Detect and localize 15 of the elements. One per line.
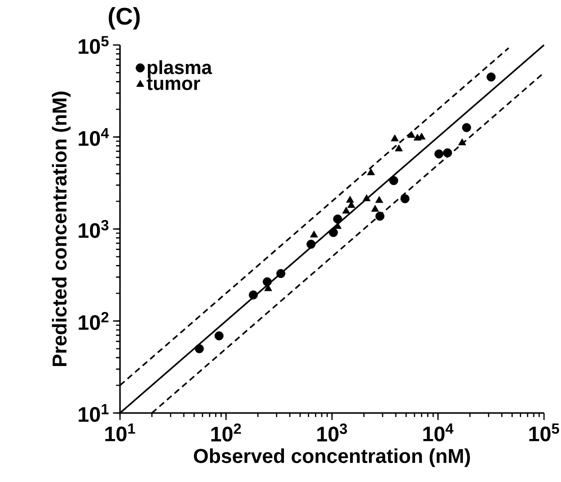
y-tick-label: 10$^{2}$ xyxy=(78,312,108,330)
x-tick-label: 10$^{3}$ xyxy=(317,424,347,442)
y-tick-label: 10$^{1}$ xyxy=(78,404,109,422)
x-axis-title: Observed concentration (nM) xyxy=(194,448,470,468)
y-axis-title: Predicted concentration (nM) xyxy=(52,92,71,366)
x-tick-label: 10$^{4}$ xyxy=(423,424,454,442)
x-tick-label: 10$^{5}$ xyxy=(529,424,560,442)
x-tick-label: 10$^{2}$ xyxy=(211,424,241,442)
legend-label: tumor xyxy=(146,78,200,90)
legend-label: plasma xyxy=(148,60,212,78)
x-tick-label: 10$^{1}$ xyxy=(105,424,136,442)
chart-title: (C) xyxy=(108,7,140,30)
y-tick-label: 10$^{4}$ xyxy=(78,128,109,146)
y-tick-label: 10$^{5}$ xyxy=(78,36,109,54)
y-tick-label: 10$^{3}$ xyxy=(78,220,108,238)
